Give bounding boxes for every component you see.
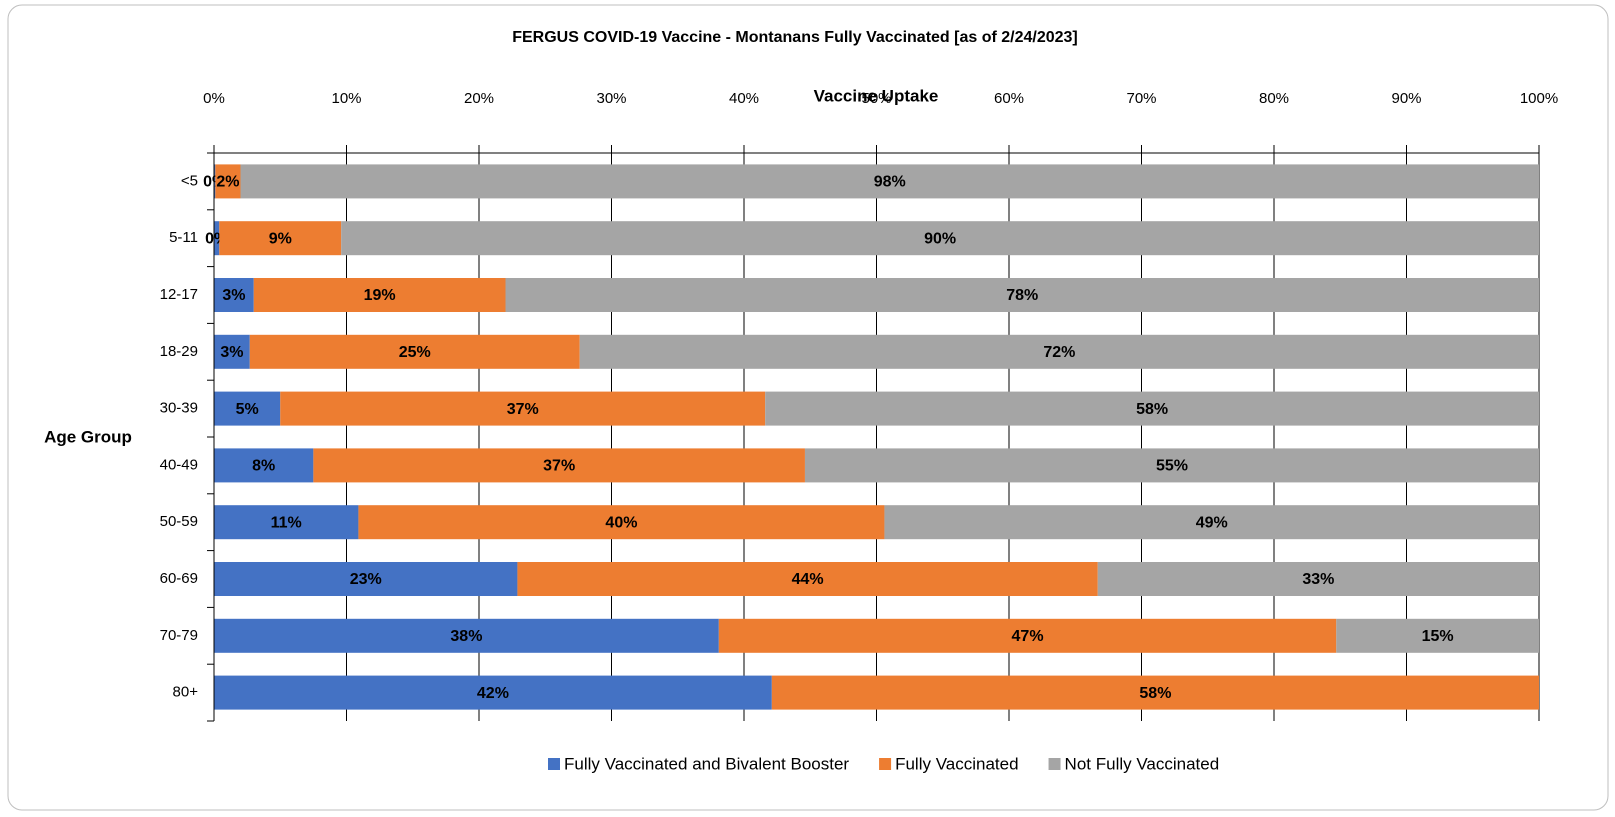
y-tick-label: 50-59: [160, 513, 198, 530]
x-tick-label: 40%: [729, 90, 759, 107]
bar-segment: [214, 675, 772, 710]
data-label: 38%: [450, 628, 482, 645]
data-label: 90%: [924, 230, 956, 247]
data-label: 37%: [507, 401, 539, 418]
bar-segment: [341, 221, 1540, 256]
bar-segment: [214, 391, 281, 426]
data-label: 23%: [350, 571, 382, 588]
y-tick-label: 40-49: [160, 456, 198, 473]
bar-segment: [214, 618, 719, 653]
y-tick-label: 70-79: [160, 627, 198, 644]
data-label: 49%: [1196, 514, 1228, 531]
bar-segment: [313, 448, 805, 483]
legend-label: Fully Vaccinated and Bivalent Booster: [564, 754, 849, 773]
legend-label: Not Fully Vaccinated: [1065, 754, 1220, 773]
legend-swatch: [548, 758, 560, 770]
y-tick-label: 18-29: [160, 343, 198, 360]
bar-segment: [1097, 562, 1539, 596]
bar-segment: [1336, 618, 1539, 653]
data-label: 8%: [252, 458, 275, 475]
bar-segment: [214, 562, 518, 596]
data-label: 37%: [543, 458, 575, 475]
x-tick-label: 0%: [203, 90, 225, 107]
y-tick-label: 5-11: [169, 229, 198, 246]
x-tick-label: 70%: [1126, 90, 1156, 107]
bar-segment: [214, 448, 314, 483]
x-tick-label: 90%: [1391, 90, 1421, 107]
data-label: 5%: [236, 401, 259, 418]
bar-segment: [505, 278, 1539, 312]
data-label: 55%: [1156, 458, 1188, 475]
data-label: 11%: [271, 514, 302, 531]
data-label: 58%: [1139, 685, 1171, 702]
bar-segment: [771, 675, 1539, 710]
bar-segment: [240, 164, 1539, 199]
x-tick-label: 10%: [331, 90, 361, 107]
bar-segment: [214, 505, 359, 540]
chart-title: FERGUS COVID-19 Vaccine - Montanans Full…: [512, 29, 1078, 46]
data-label: 47%: [1012, 628, 1044, 645]
data-label: 2%: [216, 174, 239, 191]
data-label: 40%: [605, 514, 637, 531]
x-axis-title: Vaccine Uptake: [814, 86, 939, 105]
data-label: 98%: [874, 174, 906, 191]
data-label: 42%: [477, 685, 509, 702]
x-tick-label: 60%: [994, 90, 1024, 107]
x-tick-label: 100%: [1520, 90, 1558, 107]
x-tick-label: 80%: [1259, 90, 1289, 107]
x-tick-label: 20%: [464, 90, 494, 107]
data-label: 25%: [399, 344, 431, 361]
bar-segment: [214, 164, 216, 199]
legend-swatch: [879, 758, 892, 770]
data-label: 9%: [269, 230, 292, 247]
y-tick-label: 80+: [173, 684, 199, 701]
bar-segment: [517, 562, 1098, 596]
data-label: 19%: [364, 287, 396, 304]
data-label: 44%: [792, 571, 824, 588]
y-tick-label: 12-17: [160, 286, 198, 303]
bar-segment: [214, 221, 220, 256]
data-label: 3%: [220, 344, 243, 361]
data-label: 78%: [1006, 287, 1038, 304]
y-tick-label: 60-69: [160, 570, 198, 587]
y-tick-label: 30-39: [160, 400, 198, 417]
bar-segment: [214, 278, 254, 312]
data-label: 33%: [1302, 571, 1334, 588]
data-label: 15%: [1422, 628, 1454, 645]
bar-segment: [804, 448, 1539, 483]
bar-segment: [219, 221, 342, 256]
bar-segment: [718, 618, 1337, 653]
bar-segment: [884, 505, 1539, 540]
y-tick-label: <5: [181, 172, 198, 189]
x-tick-label: 30%: [596, 90, 626, 107]
bar-segment: [214, 334, 250, 369]
bar-segment: [253, 278, 506, 312]
legend-swatch: [1048, 758, 1061, 770]
data-label: 3%: [222, 287, 245, 304]
bar-segment: [215, 164, 241, 199]
x-tick-label: 50%: [861, 90, 891, 107]
bar-segment: [579, 334, 1539, 369]
bar-segment: [765, 391, 1539, 426]
bar-segment: [249, 334, 580, 369]
bar-segment: [280, 391, 766, 426]
y-axis-title: Age Group: [44, 427, 132, 446]
data-label: 72%: [1043, 344, 1075, 361]
data-label: 58%: [1136, 401, 1168, 418]
bar-segment: [358, 505, 885, 540]
legend-label: Fully Vaccinated: [895, 754, 1018, 773]
